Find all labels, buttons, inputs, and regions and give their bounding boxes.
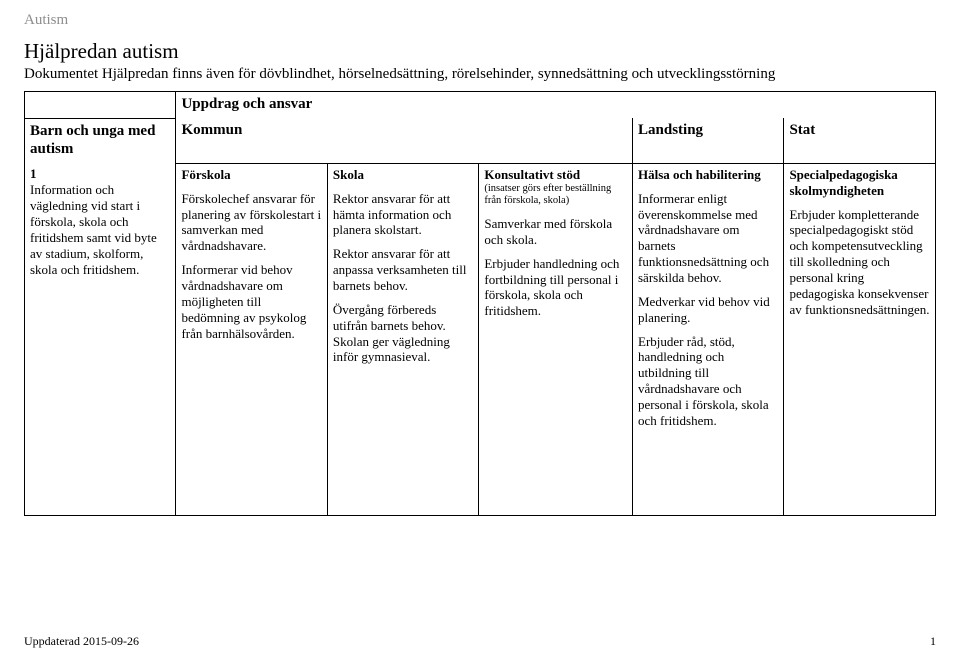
spsm-p1: Erbjuder kompletterande specialpedagogis… — [789, 207, 930, 318]
cell-halsa: Hälsa och habilitering Informerar enligt… — [633, 163, 784, 515]
cell-spsm: Specialpedagogiska skolmyndigheten Erbju… — [784, 163, 936, 515]
konsultativt-sub: (insatser görs efter beställning från fö… — [484, 183, 627, 208]
page: Autism Hjälpredan autism Dokumentet Hjäl… — [0, 0, 960, 657]
main-table: Uppdrag och ansvar Barn och unga med aut… — [24, 91, 936, 516]
cell-skola: Skola Rektor ansvarar för att hämta info… — [327, 163, 478, 515]
footer-updated: Uppdaterad 2015-09-26 — [24, 634, 139, 648]
footer-page-number: 1 — [930, 634, 936, 649]
forskola-heading: Förskola — [181, 167, 321, 183]
halsa-heading: Hälsa och habilitering — [638, 167, 778, 183]
stat-heading: Stat — [789, 121, 930, 139]
cell-kommun-heading: Kommun — [176, 118, 633, 163]
forskola-p2: Informerar vid behov vårdnadshavare om m… — [181, 262, 321, 341]
table-row: Uppdrag och ansvar — [25, 92, 936, 119]
landsting-heading: Landsting — [638, 121, 778, 139]
konsultativt-heading: Konsultativt stöd — [484, 167, 580, 182]
section-number: 1 — [30, 166, 37, 181]
skola-heading: Skola — [333, 167, 473, 183]
spsm-heading: Specialpedagogiska skolmyndigheten — [789, 167, 930, 199]
page-footer: Uppdaterad 2015-09-26 1 — [24, 634, 936, 649]
barn-heading: Barn och unga med autism — [30, 122, 170, 159]
halsa-p2: Medverkar vid behov vid planering. — [638, 294, 778, 326]
halsa-p1: Informerar enligt överenskommelse med vå… — [638, 191, 778, 286]
cell-forskola: Förskola Förskolechef ansvarar för plane… — [176, 163, 327, 515]
cell-barn-heading: Barn och unga med autism — [25, 118, 176, 163]
halsa-p3: Erbjuder råd, stöd, handledning och utbi… — [638, 334, 778, 429]
kommun-heading: Kommun — [181, 121, 627, 139]
cell-konsultativt: Konsultativt stöd (insatser görs efter b… — [479, 163, 633, 515]
konsultativt-p2: Erbjuder handledning och fortbildning ti… — [484, 256, 627, 319]
konsultativt-p1: Samverkar med förskola och skola. — [484, 216, 627, 248]
uppdrag-heading: Uppdrag och ansvar — [181, 95, 930, 113]
autism-label: Autism — [24, 12, 936, 29]
table-row: Barn och unga med autism Kommun Landstin… — [25, 118, 936, 163]
cell-empty — [25, 92, 176, 119]
table-row: 1 Information och vägledning vid start i… — [25, 163, 936, 515]
skola-p2: Rektor ansvarar för att anpassa verksamh… — [333, 246, 473, 294]
cell-section-1: 1 Information och vägledning vid start i… — [25, 163, 176, 515]
cell-uppdrag-heading: Uppdrag och ansvar — [176, 92, 936, 119]
skola-p1: Rektor ansvarar för att hämta informatio… — [333, 191, 473, 239]
page-title: Hjälpredan autism — [24, 39, 936, 64]
page-subtitle: Dokumentet Hjälpredan finns även för döv… — [24, 66, 936, 83]
cell-stat-heading: Stat — [784, 118, 936, 163]
section-body: Information och vägledning vid start i f… — [30, 182, 157, 276]
forskola-p1: Förskolechef ansvarar för planering av f… — [181, 191, 321, 254]
skola-p3: Övergång förbereds utifrån barnets behov… — [333, 302, 473, 365]
cell-landsting-heading: Landsting — [633, 118, 784, 163]
